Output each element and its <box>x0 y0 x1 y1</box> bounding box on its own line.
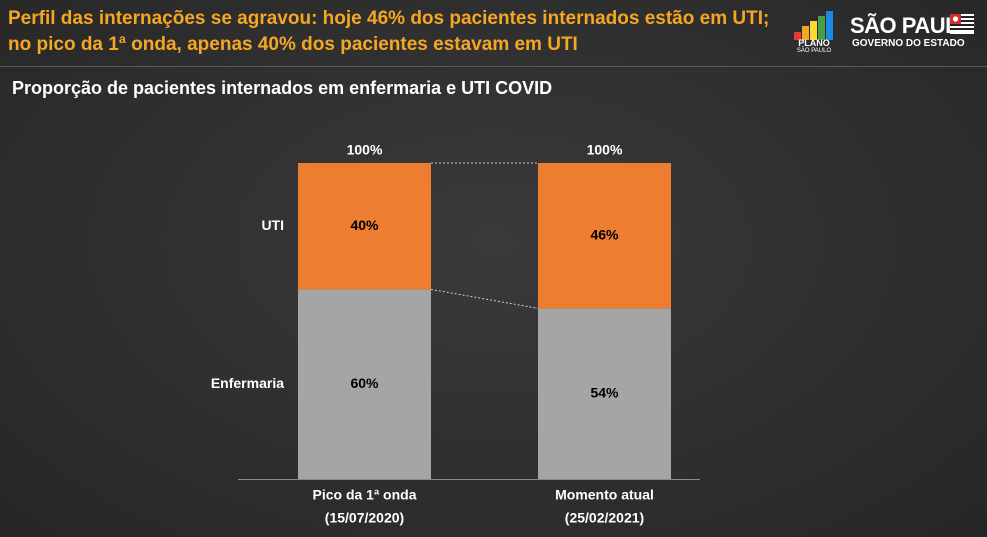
governo-logo-line-2: GOVERNO DO ESTADO <box>852 38 965 49</box>
plano-logo-line-2: SÃO PAULO <box>796 48 832 54</box>
plano-sao-paulo-logo: PLANO SÃO PAULO <box>790 10 838 56</box>
sp-flag-icon <box>950 14 974 34</box>
headline-line-1: Perfil das internações se agravou: hoje … <box>8 8 770 29</box>
data-label-enfermaria: 60% <box>350 375 379 391</box>
chart-subtitle: Proporção de pacientes internados em enf… <box>12 78 553 98</box>
category-label-line-1: Pico da 1ª onda <box>313 487 417 503</box>
plano-bar <box>818 16 825 40</box>
bar-enfermaria <box>538 308 671 479</box>
plano-bar <box>802 26 809 40</box>
total-label: 100% <box>347 142 383 158</box>
plano-bar <box>826 11 833 40</box>
legend-label-uti: UTI <box>261 217 284 233</box>
legend-label-enfermaria: Enfermaria <box>211 375 284 391</box>
bar-enfermaria <box>298 289 431 479</box>
bar-uti <box>538 163 671 309</box>
governo-sp-logo: SÃO PAULO GOVERNO DO ESTADO <box>850 10 978 56</box>
plano-logo-bars-icon <box>794 10 834 40</box>
headline-line-2: no pico da 1ª onda, apenas 40% dos pacie… <box>8 34 578 55</box>
data-label-uti: 40% <box>350 217 379 233</box>
plano-bar <box>794 32 801 40</box>
category-label-line-2: (25/02/2021) <box>565 510 644 526</box>
header: Perfil das internações se agravou: hoje … <box>0 0 987 66</box>
header-divider <box>0 66 987 67</box>
data-label-enfermaria: 54% <box>590 384 619 400</box>
plano-logo-line-1: PLANO <box>798 38 830 48</box>
category-label-line-2: (15/07/2020) <box>325 510 404 526</box>
data-label-uti: 46% <box>590 226 619 242</box>
category-label-line-1: Momento atual <box>555 487 654 503</box>
headline: Perfil das internações se agravou: hoje … <box>8 6 769 58</box>
connector-line-segment <box>430 288 539 309</box>
bar-uti <box>298 163 431 290</box>
total-label: 100% <box>587 142 623 158</box>
plano-bar <box>810 21 817 40</box>
